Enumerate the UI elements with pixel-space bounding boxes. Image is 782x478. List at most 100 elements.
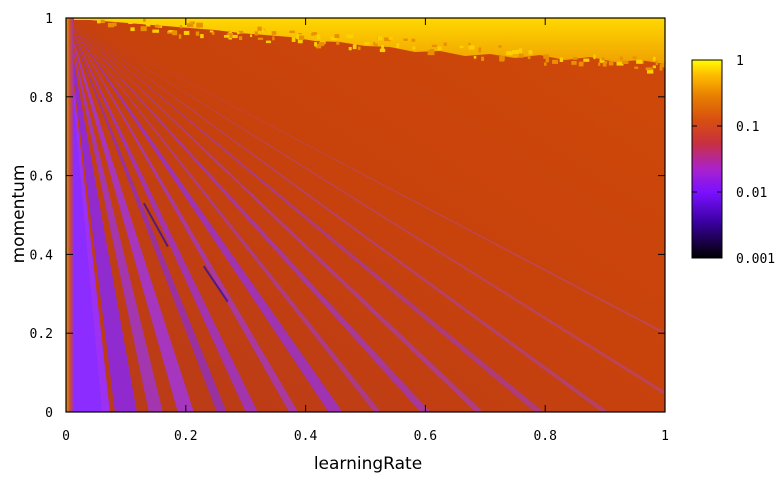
- speckle: [149, 20, 152, 25]
- x-tick-label: 0: [62, 429, 70, 444]
- x-tick-label: 0.6: [414, 429, 437, 444]
- speckle: [602, 62, 607, 67]
- speckle: [377, 36, 383, 41]
- y-tick-label: 1: [45, 12, 53, 27]
- low-error-ray: [66, 18, 299, 412]
- speckle: [152, 29, 159, 33]
- speckle: [334, 34, 340, 39]
- heatmap-speckle-noise: [96, 18, 665, 74]
- speckle: [578, 61, 584, 67]
- speckle: [473, 56, 477, 59]
- speckle: [601, 57, 605, 61]
- speckle: [348, 47, 352, 51]
- x-tick-label: 0.8: [533, 429, 556, 444]
- plot-frame: [65, 17, 666, 413]
- speckle: [291, 37, 296, 42]
- speckle: [431, 44, 437, 48]
- speckle: [498, 45, 502, 48]
- speckle: [600, 58, 605, 63]
- speckle: [598, 62, 601, 66]
- speckle: [272, 36, 275, 41]
- speckle: [265, 40, 271, 44]
- y-tick-label: 0.2: [30, 327, 53, 342]
- speckle: [183, 30, 190, 35]
- speckle: [506, 51, 513, 56]
- speckle: [99, 19, 105, 24]
- dark-streak: [202, 265, 229, 303]
- speckle: [381, 44, 384, 50]
- speckle: [357, 46, 361, 50]
- speckle: [443, 42, 447, 46]
- speckle: [96, 18, 101, 24]
- speckle: [298, 35, 305, 41]
- speckle: [223, 35, 230, 38]
- speckle: [314, 42, 318, 47]
- dark-streak: [142, 202, 169, 248]
- speckle: [499, 55, 505, 60]
- speckle: [659, 66, 663, 71]
- speckle: [311, 32, 315, 36]
- speckle: [518, 53, 524, 58]
- speckle: [646, 69, 654, 74]
- speckle: [232, 34, 238, 39]
- y-axis: 0 0.2 0.4 0.6 0.8 1: [30, 12, 665, 421]
- heatmap-dark-streaks: [142, 202, 229, 303]
- colorbar-gradient: [691, 59, 723, 259]
- low-error-ray: [66, 18, 343, 412]
- speckle: [254, 31, 258, 36]
- speckle: [619, 56, 623, 61]
- speckle: [543, 54, 549, 59]
- speckle: [172, 21, 179, 27]
- speckle: [608, 61, 614, 66]
- x-axis-title: learningRate: [314, 454, 422, 474]
- speckle: [412, 46, 416, 50]
- low-error-ray: [66, 18, 163, 412]
- colorbar-tick-label: 0.1: [736, 120, 759, 135]
- speckle: [388, 37, 393, 40]
- speckle: [336, 41, 340, 45]
- speckle: [128, 20, 133, 25]
- speckle: [352, 44, 357, 50]
- speckle: [375, 43, 378, 47]
- speckle: [396, 43, 400, 48]
- speckle: [172, 30, 178, 36]
- speckle: [200, 34, 204, 39]
- y-axis-title: momentum: [9, 165, 29, 264]
- speckle: [379, 48, 386, 53]
- speckle: [238, 36, 243, 41]
- speckle: [545, 58, 549, 63]
- speckle: [583, 58, 590, 62]
- speckle: [178, 34, 182, 39]
- speckle: [346, 34, 354, 39]
- speckle: [645, 67, 653, 71]
- speckle: [616, 61, 624, 66]
- low-error-ray: [66, 18, 137, 412]
- speckle: [238, 30, 244, 34]
- colorbar-tick-label: 0.001: [736, 252, 775, 267]
- speckle: [499, 58, 505, 62]
- speckle: [209, 30, 214, 33]
- x-tick-label: 1: [661, 429, 669, 444]
- y-tick-label: 0.8: [30, 91, 53, 106]
- speckle: [257, 37, 264, 40]
- speckle: [297, 38, 303, 44]
- low-error-ray: [66, 18, 665, 394]
- speckle: [257, 26, 262, 31]
- speckle: [571, 61, 577, 65]
- y-tick-label: 0.6: [30, 170, 53, 185]
- speckle: [104, 18, 108, 21]
- speckle: [403, 38, 408, 41]
- low-error-ray: [66, 18, 665, 334]
- speckle: [130, 27, 135, 32]
- speckle: [315, 43, 322, 49]
- speckle: [468, 42, 471, 46]
- speckle: [544, 62, 547, 66]
- speckle: [622, 60, 629, 65]
- speckle: [168, 30, 175, 33]
- speckle: [189, 21, 195, 24]
- speckle: [187, 23, 194, 28]
- speckle: [478, 47, 482, 53]
- x-tick-label: 0.4: [294, 429, 318, 444]
- speckle: [196, 22, 203, 28]
